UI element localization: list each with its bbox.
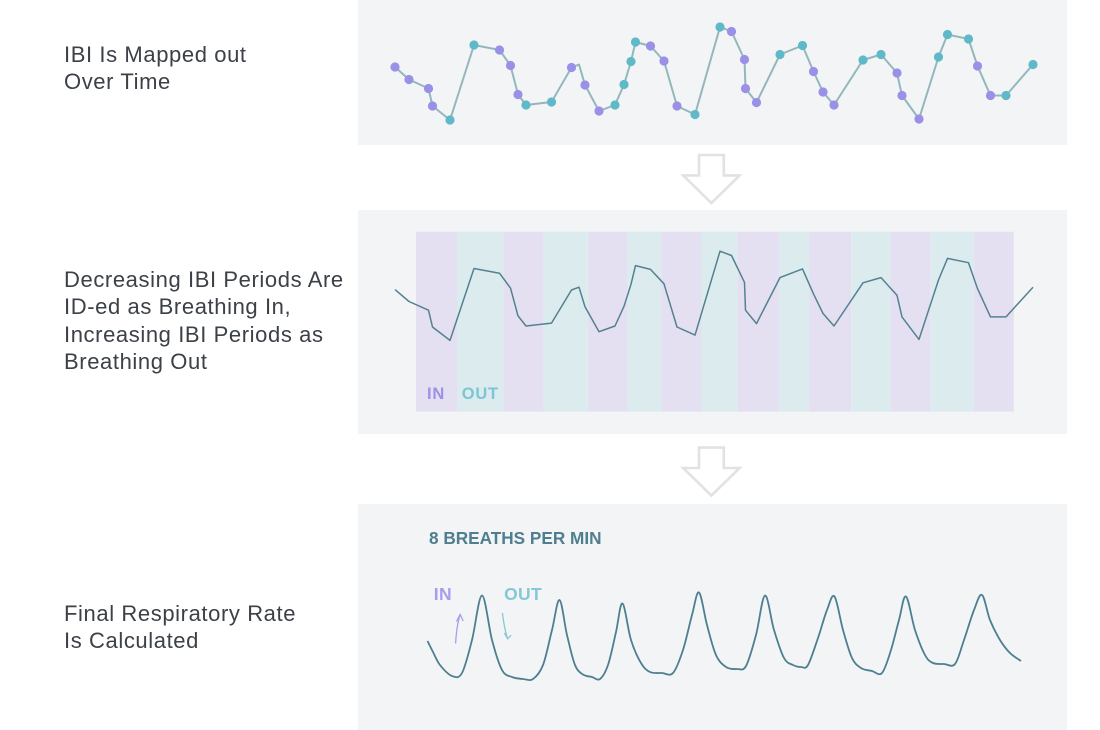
svg-text:OUT: OUT (504, 584, 542, 604)
svg-text:IN: IN (427, 385, 445, 403)
svg-text:OUT: OUT (462, 385, 499, 403)
svg-text:8 BREATHS PER MIN: 8 BREATHS PER MIN (429, 528, 602, 548)
svg-text:IN: IN (434, 584, 452, 604)
